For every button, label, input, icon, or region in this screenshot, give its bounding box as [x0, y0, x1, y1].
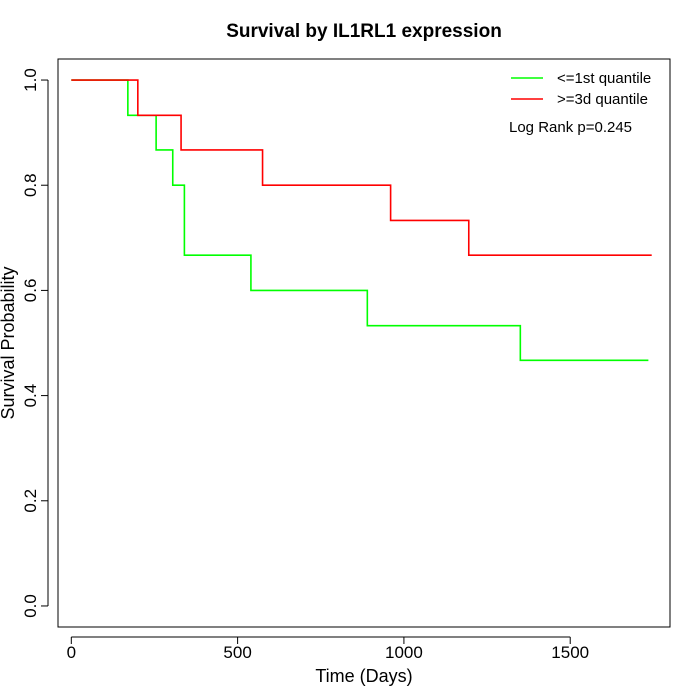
log-rank-annotation: Log Rank p=0.245 [509, 119, 632, 136]
legend: <=1st quantile >=3d quantile [511, 70, 651, 108]
x-tick-label: 1000 [385, 643, 423, 662]
x-tick-label: 0 [67, 643, 76, 662]
y-tick-label: 0.8 [21, 173, 40, 197]
x-tick-label: 1500 [551, 643, 589, 662]
y-tick-label: 0.0 [21, 594, 40, 618]
y-axis: 0.0 0.2 0.4 0.6 0.8 1.0 [21, 68, 49, 618]
x-tick-label: 500 [223, 643, 251, 662]
x-axis: 0 500 1000 1500 [67, 636, 589, 662]
y-tick-label: 1.0 [21, 68, 40, 92]
x-axis-label: Time (Days) [315, 666, 412, 686]
legend-label: >=3d quantile [557, 91, 648, 108]
plot-frame [57, 58, 671, 628]
y-tick-label: 0.6 [21, 279, 40, 303]
y-tick-label: 0.2 [21, 489, 40, 513]
legend-label: <=1st quantile [557, 70, 651, 87]
y-tick-label: 0.4 [21, 384, 40, 408]
survival-curve-2 [71, 79, 652, 256]
series-layer [71, 79, 652, 362]
chart-title: Survival by IL1RL1 expression [226, 21, 502, 42]
y-axis-label: Survival Probability [0, 266, 18, 419]
